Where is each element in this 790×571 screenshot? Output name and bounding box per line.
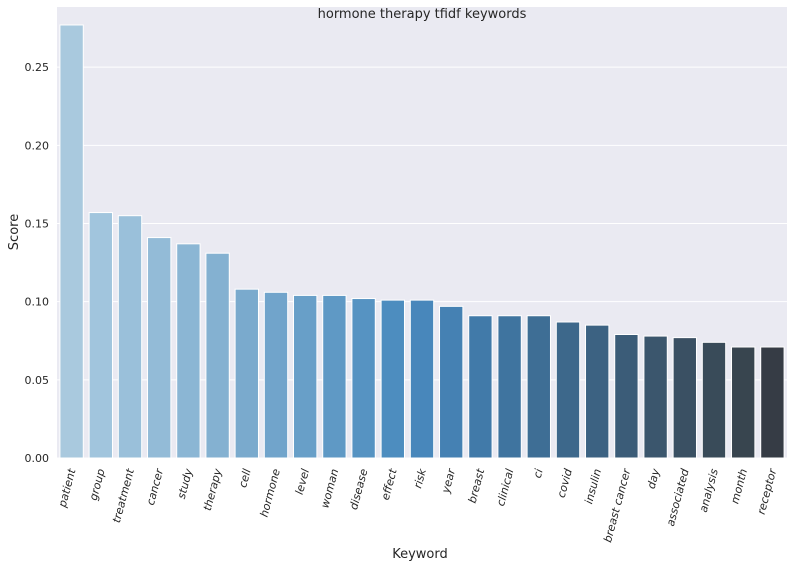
x-tick-label: risk [411,467,429,490]
y-tick-label: 0.00 [25,452,50,465]
x-tick-label: study [175,467,196,500]
y-tick-label: 0.15 [25,218,50,231]
bar-group [88,212,113,459]
y-axis-title: Score [7,214,22,250]
x-tick-label: disease [347,467,370,511]
x-tick-label: breast cancer [601,466,634,544]
bar-ci [526,315,551,459]
x-tick-label: level [293,467,312,496]
y-tick-label: 0.20 [25,139,50,152]
chart-title: hormone therapy tfidf keywords [318,7,527,22]
y-tick-label: 0.05 [25,374,50,387]
x-tick-label: woman [318,467,341,509]
bar-receptor [760,346,785,459]
y-tick-label: 0.10 [25,296,50,309]
bar-clinical [497,315,522,459]
y-axis-ticks: 0.00 0.05 0.10 0.15 0.20 0.25 [25,61,50,465]
bar-cell [234,288,259,459]
bar-hormone [263,291,289,459]
x-tick-label: month [728,467,750,505]
bar-covid [555,321,581,459]
bar-level [293,294,318,459]
x-tick-label: group [87,467,108,501]
bar-insulin [585,324,610,459]
bar-treatment [117,215,143,459]
bar-study [176,243,201,459]
bar-risk [409,299,435,459]
x-tick-label: day [645,467,663,490]
x-axis-ticks: patient group treatment cancer study therapy c… [56,466,780,544]
x-tick-label: cell [236,467,253,489]
bar-breast-cancer [614,334,639,459]
bar-patient [59,24,84,459]
bar-analysis [701,341,727,459]
bar-disease [351,298,376,459]
y-tick-label: 0.25 [25,61,50,74]
x-tick-label: ci [531,467,546,479]
bar-breast [468,315,493,459]
bar-woman [322,294,347,459]
x-tick-label: therapy [201,467,225,512]
x-tick-label: associated [664,466,692,527]
bar-month [731,346,756,459]
x-tick-label: analysis [697,467,721,514]
x-axis-title: Keyword [392,547,448,562]
x-tick-label: hormone [258,467,283,518]
bar-effect [380,299,405,459]
x-tick-label: receptor [755,466,780,516]
x-tick-label: treatment [110,467,137,525]
bar-cancer [147,237,172,459]
bars [59,24,785,459]
bar-day [643,335,668,459]
bar-year [439,305,464,459]
bar-therapy [205,252,230,459]
x-tick-label: year [439,466,459,495]
bar-associated [672,337,697,459]
x-tick-label: insulin [582,467,604,505]
x-tick-label: effect [379,467,400,502]
x-tick-label: covid [555,466,575,499]
x-tick-label: patient [56,467,79,510]
x-tick-label: clinical [494,467,516,507]
x-tick-label: breast [466,467,488,505]
x-tick-label: cancer [144,466,167,507]
